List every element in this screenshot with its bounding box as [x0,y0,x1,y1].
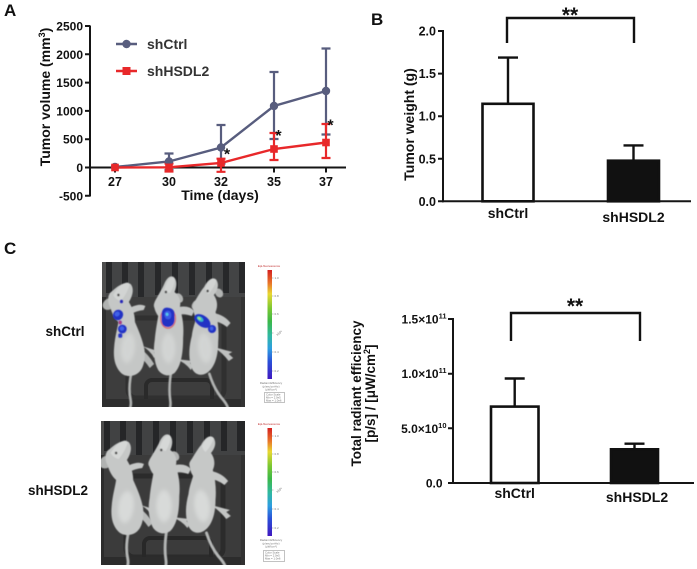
svg-text:5.0×1010: 5.0×1010 [401,421,446,436]
svg-text:32: 32 [214,175,228,189]
svg-text:x10⁶: x10⁶ [275,486,283,494]
svg-text:(p/sec/cm²/sr): (p/sec/cm²/sr) [262,541,279,545]
svg-text:Epi-fluorescence: Epi-fluorescence [258,264,281,268]
svg-text:[p/s] / [μW/cm2]: [p/s] / [μW/cm2] [362,344,378,442]
svg-text:x10⁶: x10⁶ [275,329,283,337]
svg-text:C: C [4,239,16,258]
svg-text:2.0: 2.0 [419,25,436,39]
svg-text:1.0: 1.0 [275,434,280,438]
svg-text:1.5×1011: 1.5×1011 [402,312,447,327]
svg-text:*: * [327,118,334,135]
svg-text:(μW/cm²): (μW/cm²) [265,388,277,392]
svg-text:(p/sec/cm²/sr): (p/sec/cm²/sr) [262,384,279,388]
svg-text:0.0: 0.0 [426,477,443,491]
svg-text:35: 35 [267,175,281,189]
svg-text:shHSDL2: shHSDL2 [147,63,209,79]
svg-text:Max = 1.0e6: Max = 1.0e6 [266,399,282,403]
svg-text:1.0: 1.0 [419,110,436,124]
svg-text:Color Scale: Color Scale [266,393,281,397]
svg-text:**: ** [567,295,584,318]
svg-text:Tumor weight (g): Tumor weight (g) [401,68,417,181]
svg-text:shCtrl: shCtrl [488,205,528,221]
svg-text:shHSDL2: shHSDL2 [28,483,88,498]
svg-text:0.0: 0.0 [419,195,436,209]
svg-text:Max = 1.0e6: Max = 1.0e6 [265,557,281,561]
svg-text:shHSDL2: shHSDL2 [602,209,664,225]
svg-text:0.6: 0.6 [275,312,280,316]
svg-text:B: B [371,10,383,29]
svg-text:shCtrl: shCtrl [45,324,84,339]
svg-text:shCtrl: shCtrl [147,36,187,52]
svg-text:Min = 2.0e5: Min = 2.0e5 [266,396,281,400]
svg-text:Radiant Efficiency: Radiant Efficiency [260,381,283,385]
svg-text:0.2: 0.2 [275,369,280,373]
svg-text:0.8: 0.8 [275,452,280,456]
svg-text:-500: -500 [59,189,83,203]
svg-text:1.0: 1.0 [275,276,280,280]
svg-text:27: 27 [108,175,122,189]
svg-text:A: A [4,1,16,20]
svg-text:1.5: 1.5 [419,67,436,81]
svg-text:2000: 2000 [56,48,83,62]
svg-text:Color Scale: Color Scale [265,551,280,555]
svg-text:Tumor volume (mm3): Tumor volume (mm3) [37,28,53,167]
svg-text:1.0×1011: 1.0×1011 [402,366,447,381]
svg-text:0.4: 0.4 [275,350,280,354]
svg-text:30: 30 [162,175,176,189]
svg-text:0.4: 0.4 [275,507,280,511]
svg-text:(μW/cm²): (μW/cm²) [265,545,277,549]
svg-text:Min = 2.0e5: Min = 2.0e5 [265,554,280,558]
svg-text:Epi-fluorescence: Epi-fluorescence [258,422,281,426]
svg-text:**: ** [562,4,579,27]
svg-text:shCtrl: shCtrl [494,485,534,501]
svg-text:1000: 1000 [56,104,83,118]
svg-text:500: 500 [63,133,83,147]
svg-text:37: 37 [319,175,333,189]
svg-text:0.2: 0.2 [275,526,280,530]
svg-text:0.6: 0.6 [275,470,280,474]
svg-text:0.5: 0.5 [419,152,436,166]
svg-text:1500: 1500 [56,76,83,90]
svg-text:Radiant Efficiency: Radiant Efficiency [260,538,283,542]
svg-text:0: 0 [76,161,83,175]
svg-text:shHSDL2: shHSDL2 [606,489,668,505]
svg-text:2500: 2500 [56,20,83,34]
svg-text:0.8: 0.8 [275,294,280,298]
svg-text:*: * [275,128,282,145]
svg-text:Time (days): Time (days) [181,187,259,203]
svg-text:Total radiant efficiency: Total radiant efficiency [349,320,364,467]
svg-text:*: * [224,147,231,164]
